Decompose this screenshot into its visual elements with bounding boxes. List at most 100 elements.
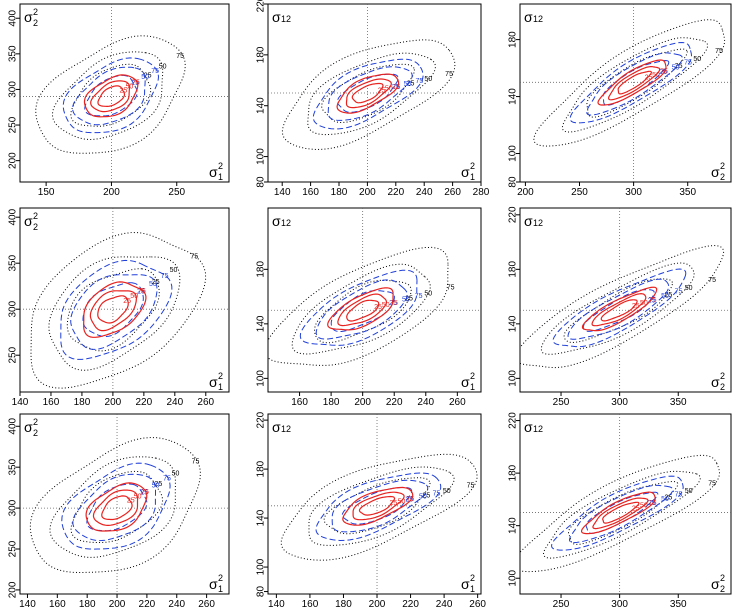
contour-dashed-blue-25 <box>602 59 670 106</box>
x-tick-label: 300 <box>625 187 642 198</box>
y-tick-label: 300 <box>8 499 19 516</box>
x-axis-title-sup: 2 <box>720 371 725 381</box>
contour-dashed-blue-50 <box>586 52 683 116</box>
contour-label: 75 <box>708 277 716 284</box>
y-tick-label: 80 <box>256 586 267 598</box>
contour-dotted-black-75 <box>35 35 186 154</box>
y-tick-label: 180 <box>508 261 519 278</box>
contour-label: 25 <box>374 304 382 311</box>
contour-solid-red-25 <box>351 82 384 104</box>
contour-solid-red-75 <box>336 73 400 114</box>
y-axis-title-sub: 12 <box>281 424 291 434</box>
contour-dashed-blue-25 <box>82 282 144 338</box>
contour-solid-red-50 <box>337 293 387 327</box>
x-tick-label: 240 <box>436 599 453 608</box>
contour-dashed-blue-50 <box>72 66 146 126</box>
x-axis-title: σ <box>209 374 218 390</box>
x-tick-label: 200 <box>105 397 122 408</box>
x-tick-label: 180 <box>323 397 340 408</box>
panel-frame <box>519 3 732 183</box>
contour-label: 50 <box>685 488 693 495</box>
contour-dashed-blue-25 <box>585 491 659 534</box>
contour-label: 75 <box>445 71 453 78</box>
x-tick-label: 240 <box>416 187 433 198</box>
x-axis-title-sup: 2 <box>470 371 475 381</box>
contour-label: 50 <box>685 285 693 292</box>
contour-solid-red-25 <box>346 299 380 322</box>
x-tick-label: 140 <box>12 397 29 408</box>
x-axis-title-sup: 2 <box>218 161 223 171</box>
contour-label: 50 <box>693 56 701 63</box>
x-tick-label: 180 <box>79 599 96 608</box>
y-axis-title: σ <box>272 419 281 435</box>
x-axis-title: σ <box>711 576 720 592</box>
x-tick-label: 160 <box>302 599 319 608</box>
y-tick-label: 180 <box>256 46 267 63</box>
contour-dotted-black-50 <box>51 51 164 141</box>
contour-label: 25 <box>675 63 683 70</box>
x-axis-title-sub: 1 <box>470 382 475 392</box>
y-axis-title: σ <box>24 419 33 435</box>
contour-dashed-blue-50 <box>567 278 670 340</box>
x-tick-label: 220 <box>139 599 156 608</box>
x-tick-label: 180 <box>331 187 348 198</box>
x-tick-label: 350 <box>679 187 696 198</box>
contour-label: 25 <box>140 490 148 497</box>
x-tick-label: 260 <box>449 397 466 408</box>
y-tick-label: 350 <box>8 254 19 271</box>
x-tick-label: 200 <box>103 187 120 198</box>
x-tick-label: 300 <box>611 599 628 608</box>
x-tick-label: 180 <box>74 397 91 408</box>
y-tick-label: 180 <box>508 464 519 481</box>
x-tick-label: 150 <box>38 187 55 198</box>
contour-label: 50 <box>402 297 410 304</box>
y-axis-title: σ <box>24 213 33 229</box>
x-tick-label: 240 <box>168 599 185 608</box>
x-axis-title-sub: 2 <box>720 382 725 392</box>
contour-dotted-black-50 <box>291 263 431 355</box>
contour-label: 75 <box>684 60 692 67</box>
contour-label: 75 <box>406 496 414 503</box>
contour-label: 25 <box>632 303 640 310</box>
contour-label: 25 <box>392 84 400 91</box>
contour-label: 25 <box>648 500 656 507</box>
contour-label: 75 <box>151 68 159 75</box>
x-tick-label: 200 <box>369 599 386 608</box>
x-tick-label: 250 <box>553 599 570 608</box>
y-axis-title-sup: 2 <box>33 211 38 221</box>
contour-dashed-blue-75 <box>551 475 684 551</box>
x-tick-label: 200 <box>354 397 371 408</box>
y-tick-label: 350 <box>8 458 19 475</box>
y-tick-label: 180 <box>508 31 519 48</box>
y-axis-title: σ <box>524 9 533 25</box>
panel-frame <box>267 413 482 595</box>
x-tick-label: 240 <box>417 397 434 408</box>
x-tick-label: 220 <box>402 599 419 608</box>
y-tick-label: 200 <box>8 581 19 598</box>
contour-dashed-blue-50 <box>72 473 156 542</box>
contour-label: 50 <box>419 493 427 500</box>
y-tick-label: 350 <box>8 45 19 62</box>
contour-solid-red-25 <box>602 501 640 524</box>
panel-frame <box>19 413 230 595</box>
contour-dotted-black-25 <box>70 470 164 543</box>
contour-label: 25 <box>632 505 640 512</box>
x-axis-title-sup: 2 <box>720 573 725 583</box>
y-axis-title-sub: 12 <box>533 424 543 434</box>
contour-solid-red-25 <box>97 85 126 108</box>
contour-solid-red-25 <box>617 70 653 95</box>
x-tick-label: 240 <box>166 397 183 408</box>
contour-solid-red-25 <box>600 299 638 322</box>
contour-dashed-blue-75 <box>552 268 687 348</box>
x-axis-title-sup: 2 <box>470 161 475 171</box>
y-tick-label: 400 <box>8 208 19 225</box>
x-tick-label: 200 <box>517 187 534 198</box>
contour-label: 25 <box>405 296 413 303</box>
contour-label: 25 <box>665 292 673 299</box>
contour-label: 75 <box>163 476 171 483</box>
